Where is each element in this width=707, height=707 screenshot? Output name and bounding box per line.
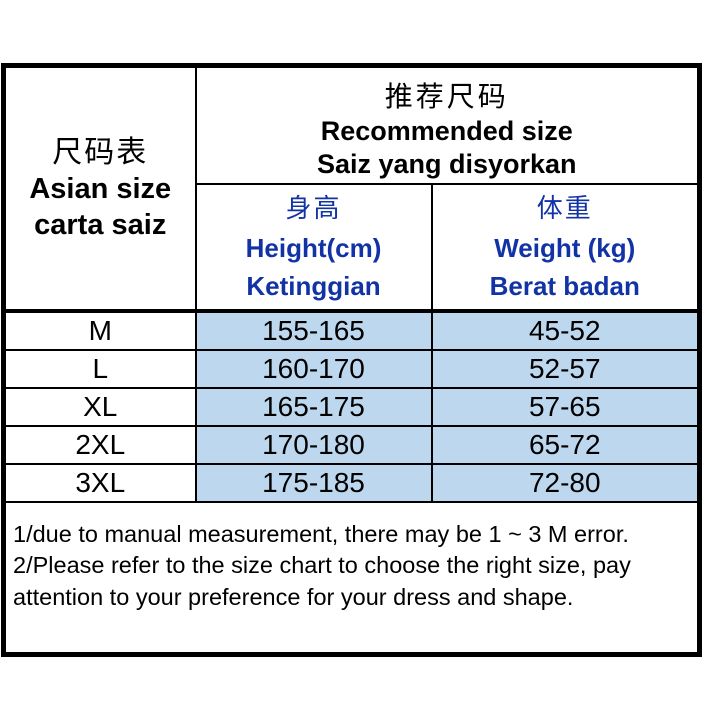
height-header-ms: Ketinggian bbox=[246, 270, 381, 301]
notes-cell: 1/due to manual measurement, there may b… bbox=[2, 500, 701, 655]
weight-range: 52-57 bbox=[430, 348, 701, 389]
size-label: XL bbox=[2, 386, 197, 427]
weight-range: 57-65 bbox=[430, 386, 701, 427]
weight-column-header-cell: 体重 Weight (kg) Berat badan bbox=[430, 182, 701, 312]
recommended-title-ms: Saiz yang disyorkan bbox=[316, 148, 577, 179]
weight-range: 72-80 bbox=[430, 462, 701, 503]
height-range: 170-180 bbox=[194, 424, 433, 465]
table-row: 2XL 170-180 65-72 bbox=[2, 424, 701, 465]
size-label: L bbox=[2, 348, 197, 389]
height-range: 155-165 bbox=[194, 308, 433, 351]
corner-title-ms: carta saiz bbox=[34, 208, 167, 241]
size-label: 2XL bbox=[2, 424, 197, 465]
size-label: M bbox=[2, 308, 197, 351]
recommended-title-en: Recommended size bbox=[320, 115, 573, 146]
height-header-en: Height(cm) bbox=[245, 232, 382, 263]
height-header-zh: 身高 bbox=[285, 193, 342, 224]
recommended-title-zh: 推荐尺码 bbox=[384, 79, 509, 113]
table-row: M 155-165 45-52 bbox=[2, 308, 701, 351]
size-chart-table: 尺码表 Asian size carta saiz 推荐尺码 Recommend… bbox=[1, 63, 702, 657]
table-row: 3XL 175-185 72-80 bbox=[2, 462, 701, 503]
height-range: 175-185 bbox=[194, 462, 433, 503]
recommended-size-header-cell: 推荐尺码 Recommended size Saiz yang disyorka… bbox=[194, 64, 701, 185]
weight-header-ms: Berat badan bbox=[489, 270, 640, 301]
table-row: XL 165-175 57-65 bbox=[2, 386, 701, 427]
note-line-1: 1/due to manual measurement, there may b… bbox=[13, 520, 629, 547]
corner-title-zh: 尺码表 bbox=[52, 134, 149, 170]
weight-header-en: Weight (kg) bbox=[494, 232, 636, 263]
size-label: 3XL bbox=[2, 462, 197, 503]
height-column-header-cell: 身高 Height(cm) Ketinggian bbox=[194, 182, 433, 312]
height-range: 165-175 bbox=[194, 386, 433, 427]
weight-header-zh: 体重 bbox=[536, 193, 593, 224]
note-line-2: 2/Please refer to the size chart to choo… bbox=[13, 552, 631, 610]
weight-range: 65-72 bbox=[430, 424, 701, 465]
corner-title-en: Asian size bbox=[29, 172, 172, 205]
table-row: L 160-170 52-57 bbox=[2, 348, 701, 389]
height-range: 160-170 bbox=[194, 348, 433, 389]
weight-range: 45-52 bbox=[430, 308, 701, 351]
corner-header-cell: 尺码表 Asian size carta saiz bbox=[2, 64, 197, 312]
